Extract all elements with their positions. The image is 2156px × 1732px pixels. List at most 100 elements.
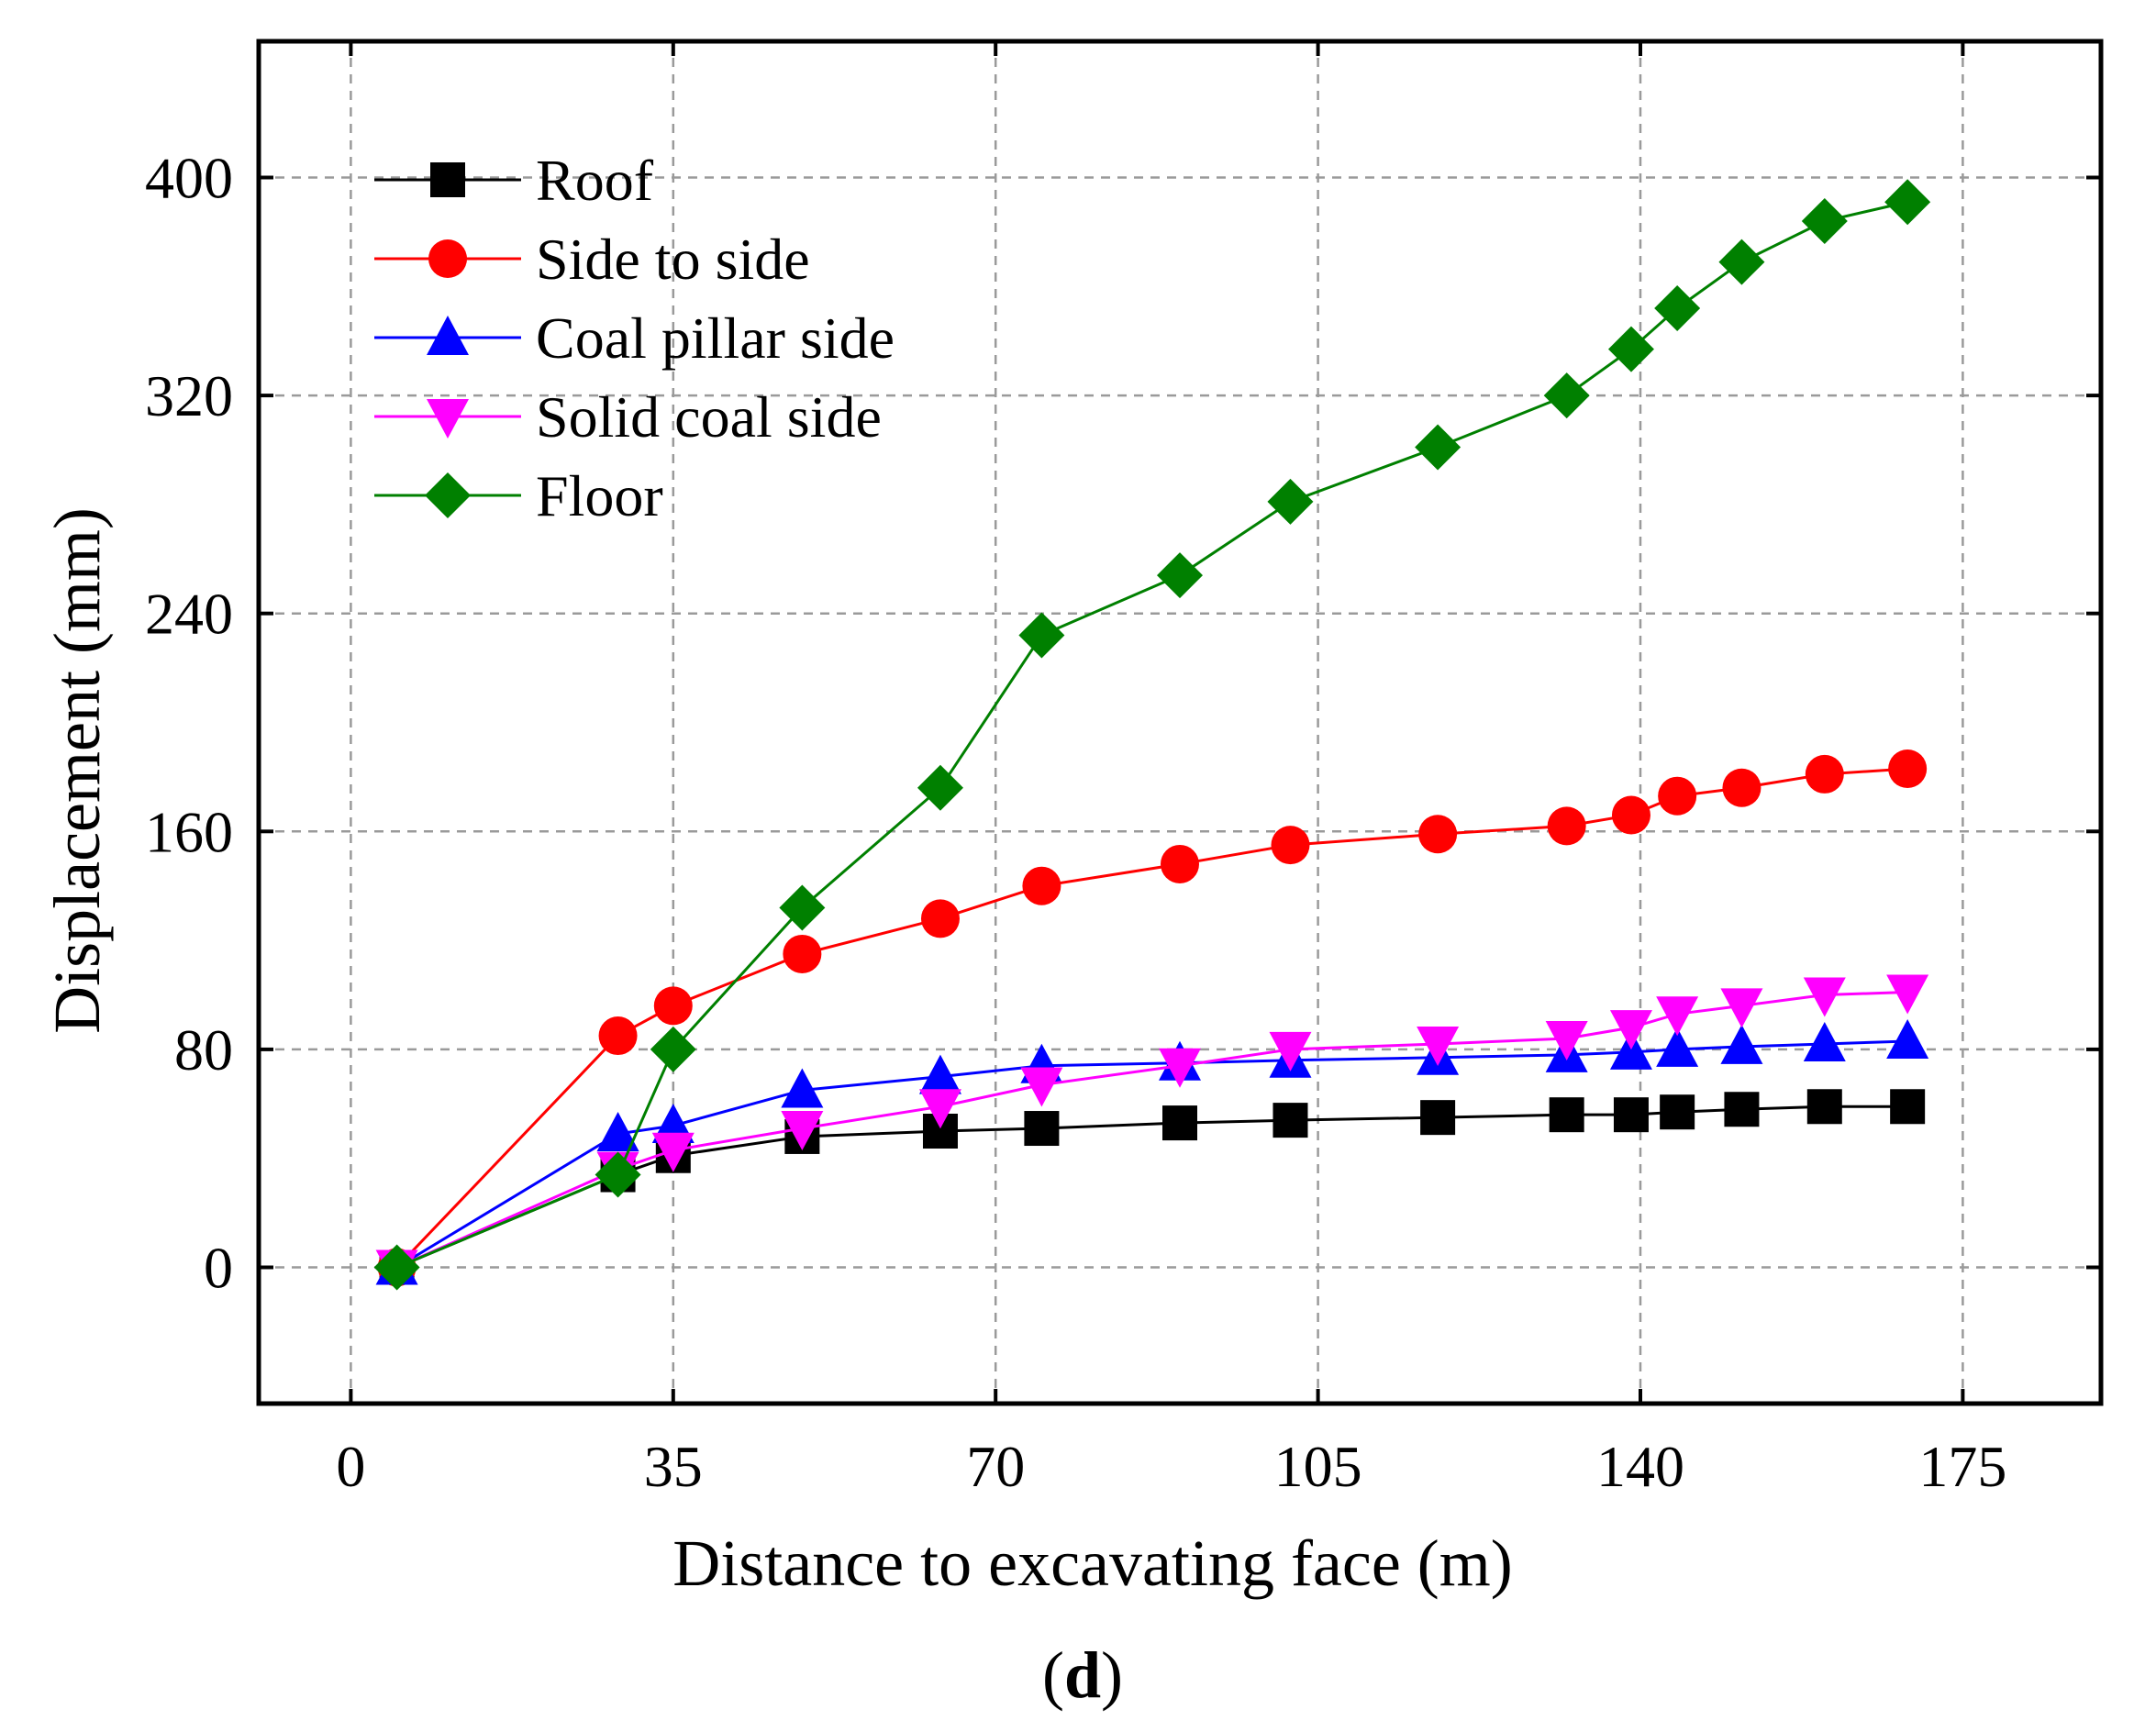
- data-point-solid-coal-side: [1886, 974, 1929, 1015]
- data-point-side-to-side: [783, 934, 822, 973]
- y-tick-label: 320: [145, 363, 233, 428]
- data-point-floor: [1884, 179, 1931, 226]
- data-point-floor: [595, 1151, 641, 1198]
- x-tick-label: 0: [336, 1434, 365, 1499]
- x-tick-label: 175: [1918, 1434, 2006, 1499]
- data-point-solid-coal-side: [1803, 977, 1846, 1017]
- series-group: [373, 179, 1931, 1291]
- data-point-coal-pillar-side: [1609, 1029, 1652, 1070]
- data-point-solid-coal-side: [1545, 1021, 1588, 1061]
- data-point-floor: [1718, 239, 1765, 285]
- legend-label-floor: Floor: [536, 463, 663, 528]
- data-point-coal-pillar-side: [1720, 1024, 1763, 1064]
- data-point-roof: [1162, 1105, 1197, 1141]
- data-point-roof: [1613, 1097, 1649, 1133]
- data-point-side-to-side: [920, 899, 960, 938]
- data-point-floor: [1654, 285, 1701, 332]
- x-tick-label: 105: [1274, 1434, 1362, 1499]
- data-point-side-to-side: [1547, 806, 1586, 846]
- data-point-roof: [1549, 1097, 1584, 1133]
- plot-frame: [256, 39, 2104, 1406]
- legend-marker-side-to-side: [428, 239, 467, 278]
- legend-label-side-to-side: Side to side: [536, 227, 810, 292]
- y-axis-title: Displacement (mm): [40, 507, 114, 1034]
- legend-item-floor: Floor: [374, 463, 663, 528]
- data-point-side-to-side: [653, 986, 693, 1026]
- data-point-roof: [1806, 1089, 1842, 1125]
- legend-label-solid-coal-side: Solid coal side: [536, 384, 882, 450]
- y-tick-label: 160: [145, 799, 233, 864]
- data-point-solid-coal-side: [1656, 996, 1699, 1037]
- data-point-floor: [1607, 326, 1654, 372]
- axis-ticks: 0 35 70 105 140 175 0 80 160 240 320 400: [145, 41, 2101, 1499]
- legend-item-roof: Roof: [374, 148, 654, 213]
- legend-item-solid-coal-side: Solid coal side: [374, 384, 882, 450]
- data-point-floor: [917, 764, 963, 811]
- data-point-roof: [1890, 1089, 1926, 1125]
- data-point-floor: [1018, 612, 1065, 659]
- x-tick-label: 35: [644, 1434, 703, 1499]
- series-floor: [373, 179, 1931, 1291]
- data-point-floor: [1543, 372, 1590, 419]
- y-tick-label: 80: [174, 1017, 233, 1082]
- y-tick-label: 400: [145, 146, 233, 211]
- data-point-floor: [1415, 424, 1461, 471]
- legend-label-roof: Roof: [536, 148, 654, 213]
- x-axis-title: Distance to excavating face (m): [672, 1527, 1513, 1600]
- data-point-coal-pillar-side: [596, 1111, 639, 1151]
- data-point-side-to-side: [1418, 815, 1458, 854]
- data-point-floor: [1801, 198, 1848, 245]
- data-point-coal-pillar-side: [1803, 1021, 1846, 1061]
- data-point-solid-coal-side: [651, 1132, 695, 1172]
- legend-marker-roof: [430, 162, 465, 197]
- data-point-solid-coal-side: [918, 1089, 961, 1129]
- legend-label-coal-pillar-side: Coal pillar side: [536, 305, 895, 371]
- data-point-floor: [373, 1244, 420, 1291]
- legend-item-coal-pillar-side: Coal pillar side: [374, 305, 895, 371]
- data-point-roof: [1660, 1094, 1695, 1130]
- y-tick-label: 240: [145, 582, 233, 647]
- caption-letter: d: [1064, 1638, 1101, 1712]
- data-point-solid-coal-side: [781, 1111, 824, 1151]
- data-point-coal-pillar-side: [1656, 1027, 1699, 1067]
- data-point-side-to-side: [1611, 795, 1650, 835]
- data-point-side-to-side: [1022, 866, 1061, 905]
- figure-caption: (d): [1042, 1638, 1123, 1712]
- data-point-roof: [1272, 1103, 1308, 1138]
- data-point-roof: [1420, 1100, 1456, 1136]
- y-tick-label: 0: [204, 1236, 233, 1301]
- data-point-floor: [1157, 552, 1203, 599]
- data-point-roof: [1024, 1111, 1060, 1147]
- data-point-solid-coal-side: [1609, 1010, 1652, 1050]
- data-point-coal-pillar-side: [781, 1068, 824, 1108]
- data-point-side-to-side: [598, 1016, 638, 1056]
- data-point-solid-coal-side: [1159, 1048, 1201, 1088]
- data-point-coal-pillar-side: [918, 1054, 961, 1094]
- grid-lines: [259, 41, 2101, 1404]
- legend-marker-floor: [425, 472, 471, 518]
- data-point-coal-pillar-side: [1886, 1018, 1929, 1059]
- data-point-roof: [1724, 1092, 1760, 1127]
- x-tick-label: 140: [1596, 1434, 1684, 1499]
- legend-marker-coal-pillar-side: [427, 316, 469, 355]
- caption-open: (: [1042, 1638, 1064, 1712]
- data-point-side-to-side: [1888, 749, 1928, 788]
- x-tick-label: 70: [966, 1434, 1025, 1499]
- data-point-side-to-side: [1805, 754, 1844, 794]
- data-point-floor: [1267, 478, 1314, 525]
- data-point-floor: [650, 1026, 696, 1072]
- legend-item-side-to-side: Side to side: [374, 227, 810, 292]
- data-point-side-to-side: [1658, 776, 1697, 816]
- data-point-solid-coal-side: [1020, 1067, 1063, 1107]
- data-point-side-to-side: [1161, 844, 1199, 883]
- legend-marker-solid-coal-side: [427, 399, 469, 439]
- data-point-side-to-side: [1271, 826, 1310, 865]
- caption-close: ): [1101, 1638, 1123, 1712]
- legend: Roof Side to side Coal pillar side Solid co…: [374, 148, 895, 528]
- data-point-side-to-side: [1722, 768, 1761, 807]
- data-point-solid-coal-side: [1720, 988, 1763, 1028]
- data-point-solid-coal-side: [1417, 1026, 1460, 1066]
